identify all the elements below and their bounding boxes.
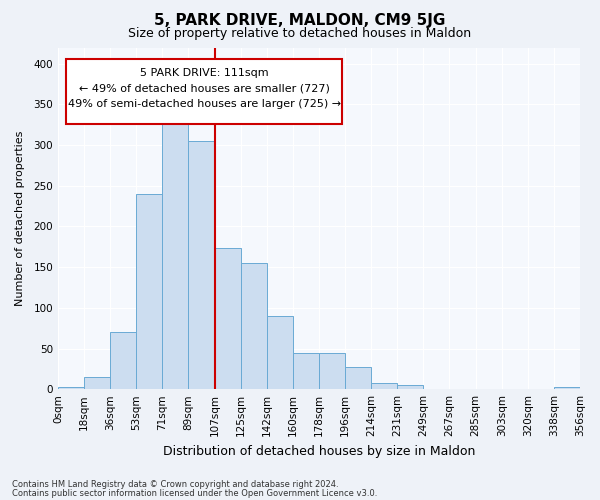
Bar (319, 352, 345, 389)
Bar (371, 384, 397, 389)
Bar (136, 194, 163, 389)
Bar (345, 367, 371, 389)
Bar (188, 141, 215, 389)
Bar (554, 386, 580, 389)
Text: Size of property relative to detached houses in Maldon: Size of property relative to detached ho… (128, 28, 472, 40)
Bar (58, 386, 84, 389)
Text: 5, PARK DRIVE, MALDON, CM9 5JG: 5, PARK DRIVE, MALDON, CM9 5JG (154, 12, 446, 28)
FancyBboxPatch shape (66, 60, 343, 124)
Text: Contains HM Land Registry data © Crown copyright and database right 2024.: Contains HM Land Registry data © Crown c… (12, 480, 338, 489)
X-axis label: Distribution of detached houses by size in Maldon: Distribution of detached houses by size … (163, 444, 475, 458)
Text: ← 49% of detached houses are smaller (727): ← 49% of detached houses are smaller (72… (79, 84, 329, 94)
Bar (163, 116, 188, 389)
Bar (397, 385, 424, 389)
Text: Contains public sector information licensed under the Open Government Licence v3: Contains public sector information licen… (12, 488, 377, 498)
Bar (267, 316, 293, 389)
Bar (110, 332, 136, 389)
Bar (84, 377, 110, 389)
Bar (293, 352, 319, 389)
Text: 5 PARK DRIVE: 111sqm: 5 PARK DRIVE: 111sqm (140, 68, 268, 78)
Y-axis label: Number of detached properties: Number of detached properties (15, 130, 25, 306)
Bar (241, 263, 267, 389)
Text: 49% of semi-detached houses are larger (725) →: 49% of semi-detached houses are larger (… (68, 99, 341, 109)
Bar (215, 248, 241, 389)
